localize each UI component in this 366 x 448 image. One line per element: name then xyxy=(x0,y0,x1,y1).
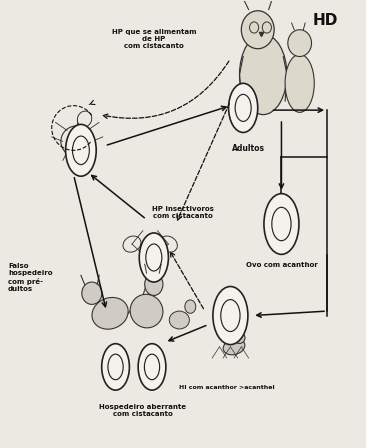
Ellipse shape xyxy=(241,11,274,49)
Text: Ovo com acanthor: Ovo com acanthor xyxy=(246,262,317,268)
Ellipse shape xyxy=(145,273,163,296)
Ellipse shape xyxy=(102,344,130,390)
Ellipse shape xyxy=(169,311,189,329)
Ellipse shape xyxy=(288,30,311,56)
Text: HI com acanthor >acanthel: HI com acanthor >acanthel xyxy=(179,385,274,390)
Ellipse shape xyxy=(234,332,245,344)
Ellipse shape xyxy=(213,287,248,345)
Ellipse shape xyxy=(66,125,96,176)
Text: HP insectivoros
com cistacanto: HP insectivoros com cistacanto xyxy=(152,207,214,220)
Ellipse shape xyxy=(92,297,128,329)
Ellipse shape xyxy=(138,344,166,390)
Text: Falso
hospedeiro
com pré-
dultos: Falso hospedeiro com pré- dultos xyxy=(8,263,52,292)
Ellipse shape xyxy=(223,339,245,355)
Text: HP que se alimentam
de HP
com cistacanto: HP que se alimentam de HP com cistacanto xyxy=(112,29,196,49)
Text: Hospedeiro aberrante
com cistacanto: Hospedeiro aberrante com cistacanto xyxy=(99,404,186,417)
Text: Adultos: Adultos xyxy=(232,144,265,153)
Ellipse shape xyxy=(139,233,168,282)
Ellipse shape xyxy=(285,54,314,112)
Ellipse shape xyxy=(185,300,196,313)
Text: HD: HD xyxy=(313,13,338,28)
Ellipse shape xyxy=(239,34,287,115)
Ellipse shape xyxy=(229,83,258,133)
Ellipse shape xyxy=(264,194,299,254)
Ellipse shape xyxy=(130,294,163,328)
Ellipse shape xyxy=(82,282,102,304)
